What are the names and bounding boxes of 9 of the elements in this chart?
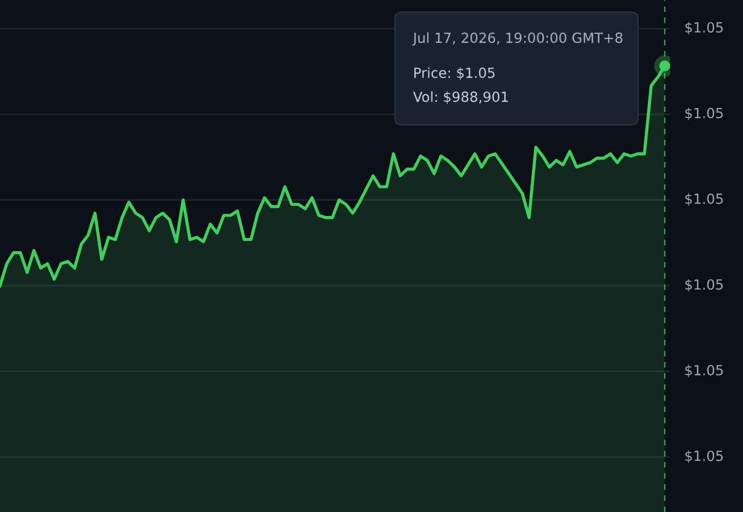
text: $1.05: [685, 278, 723, 292]
text: $1.05: [685, 108, 723, 120]
text: $1.05: [685, 364, 723, 378]
text: $1.05: [685, 450, 723, 463]
text: $1.05: [685, 193, 723, 206]
annotation: Price: $1.05: [414, 67, 495, 80]
text: $1.05: [685, 22, 723, 34]
annotation: Vol: $988,901: [413, 91, 508, 104]
text: Jul 17, 2026, 19:00:00 GMT+8: [412, 32, 622, 46]
